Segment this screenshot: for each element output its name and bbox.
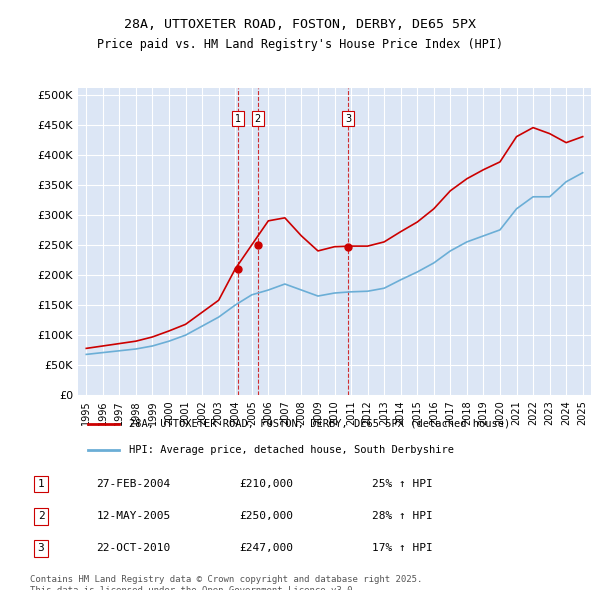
Text: HPI: Average price, detached house, South Derbyshire: HPI: Average price, detached house, Sout… <box>130 445 454 454</box>
Text: 28% ↑ HPI: 28% ↑ HPI <box>372 512 433 521</box>
Text: 3: 3 <box>38 543 44 553</box>
Text: 2: 2 <box>38 512 44 521</box>
Text: Price paid vs. HM Land Registry's House Price Index (HPI): Price paid vs. HM Land Registry's House … <box>97 38 503 51</box>
Text: £210,000: £210,000 <box>240 479 294 489</box>
Text: £247,000: £247,000 <box>240 543 294 553</box>
Text: 17% ↑ HPI: 17% ↑ HPI <box>372 543 433 553</box>
Text: 22-OCT-2010: 22-OCT-2010 <box>96 543 170 553</box>
Text: 28A, UTTOXETER ROAD, FOSTON, DERBY, DE65 5PX (detached house): 28A, UTTOXETER ROAD, FOSTON, DERBY, DE65… <box>130 419 511 428</box>
Text: 12-MAY-2005: 12-MAY-2005 <box>96 512 170 521</box>
Text: 2: 2 <box>254 114 261 123</box>
Text: 27-FEB-2004: 27-FEB-2004 <box>96 479 170 489</box>
Text: 28A, UTTOXETER ROAD, FOSTON, DERBY, DE65 5PX: 28A, UTTOXETER ROAD, FOSTON, DERBY, DE65… <box>124 18 476 31</box>
Text: 1: 1 <box>38 479 44 489</box>
Text: 3: 3 <box>345 114 351 123</box>
Text: 1: 1 <box>235 114 241 123</box>
Text: Contains HM Land Registry data © Crown copyright and database right 2025.
This d: Contains HM Land Registry data © Crown c… <box>30 575 422 590</box>
Text: 25% ↑ HPI: 25% ↑ HPI <box>372 479 433 489</box>
Text: £250,000: £250,000 <box>240 512 294 521</box>
